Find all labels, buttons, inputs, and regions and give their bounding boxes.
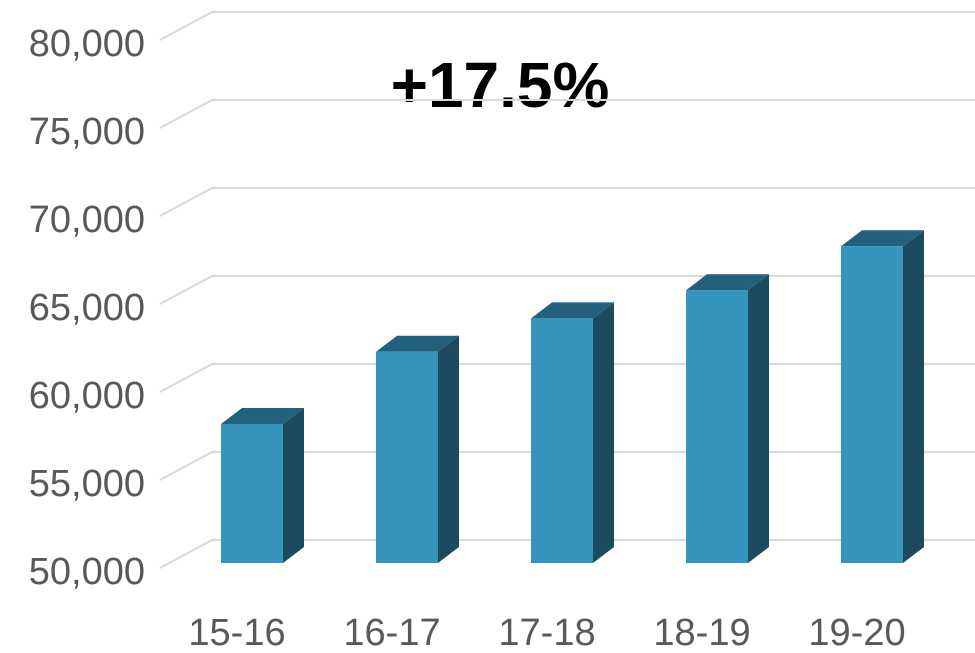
y-tick-label: 75,000 bbox=[29, 111, 145, 153]
bar bbox=[531, 318, 593, 563]
bar-top bbox=[531, 302, 614, 319]
bar-side bbox=[903, 230, 924, 563]
bar-side bbox=[283, 407, 304, 563]
bar-side bbox=[593, 302, 614, 563]
x-tick-label: 16-17 bbox=[343, 612, 440, 653]
x-tick-label: 19-20 bbox=[808, 612, 905, 653]
bar-top bbox=[376, 335, 459, 352]
bar-side bbox=[438, 335, 459, 563]
y-tick-label: 55,000 bbox=[29, 463, 145, 505]
grid-line bbox=[159, 99, 975, 129]
annotation: +17.5% bbox=[391, 49, 610, 121]
bar-top bbox=[686, 274, 769, 291]
bar bbox=[376, 351, 438, 563]
x-tick-label: 17-18 bbox=[498, 612, 595, 653]
y-tick-label: 65,000 bbox=[29, 287, 145, 329]
y-tick-label: 70,000 bbox=[29, 199, 145, 241]
bar bbox=[686, 290, 748, 563]
y-tick-label: 60,000 bbox=[29, 375, 145, 417]
bar bbox=[841, 246, 903, 563]
bar-side bbox=[748, 274, 769, 563]
grid-line bbox=[159, 11, 975, 41]
y-tick-label: 80,000 bbox=[29, 23, 145, 65]
bar-top bbox=[221, 407, 304, 424]
y-tick-label: 50,000 bbox=[29, 551, 145, 593]
bar-top bbox=[841, 230, 924, 247]
x-tick-label: 15-16 bbox=[188, 612, 285, 653]
bar bbox=[221, 423, 283, 563]
grid-line bbox=[159, 187, 975, 217]
x-tick-label: 18-19 bbox=[653, 612, 750, 653]
